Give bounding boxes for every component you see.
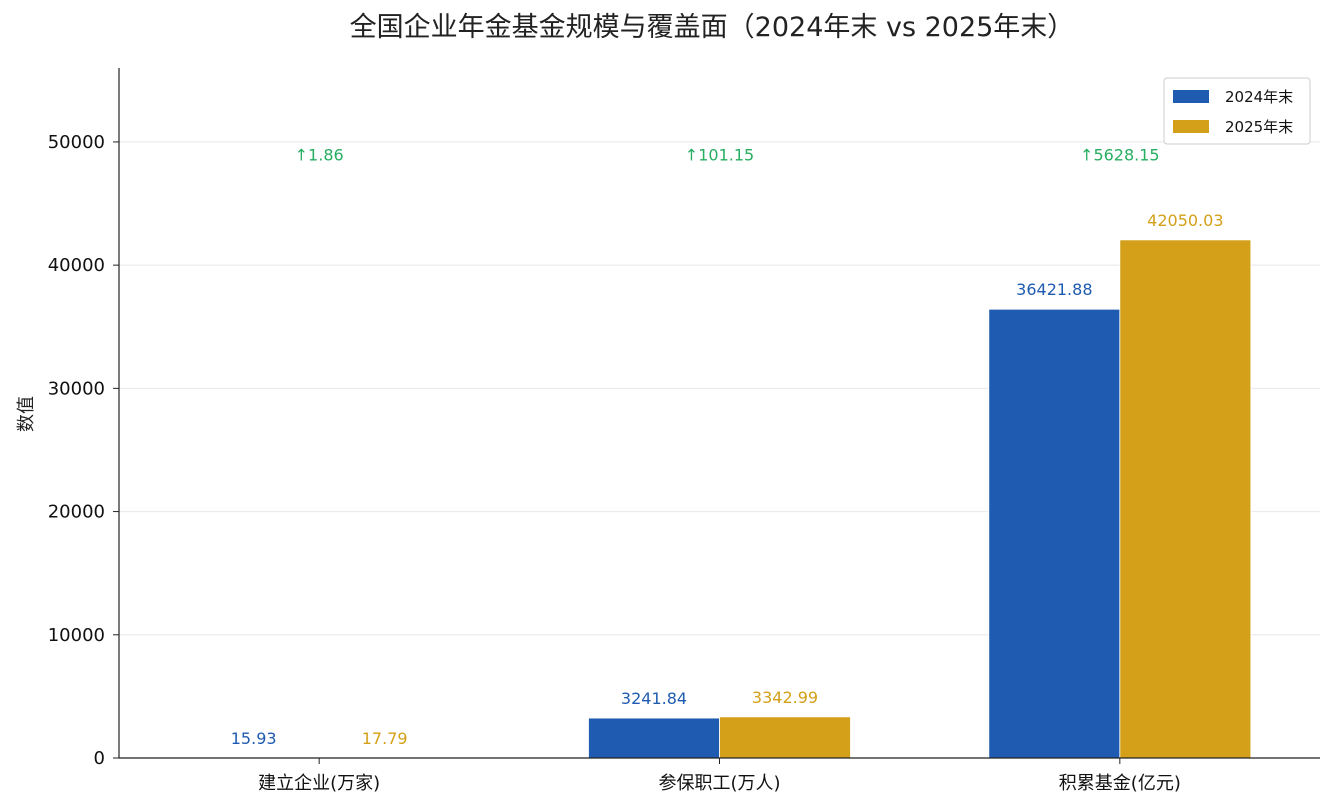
x-tick-label: 建立企业(万家)	[258, 773, 380, 794]
bar	[988, 308, 1121, 759]
bar-value-label: 36421.88	[1016, 280, 1092, 299]
legend-label: 2025年末	[1225, 118, 1293, 136]
bar	[1119, 239, 1252, 759]
bars	[187, 239, 1252, 759]
legend: 2024年末 2025年末	[1163, 77, 1311, 145]
increase-label: ↑5628.15	[1080, 145, 1160, 164]
data-labels: 15.93 17.79 ↑1.86 3241.84 3342.99 ↑101.15 3642…	[231, 145, 1224, 748]
y-tick-label: 20000	[48, 502, 105, 523]
legend-swatch	[1173, 120, 1209, 133]
y-tick-label: 0	[94, 748, 105, 769]
bar-value-label: 3342.99	[752, 688, 818, 707]
x-tick-label: 参保职工(万人)	[658, 773, 780, 794]
legend-label: 2024年末	[1225, 88, 1293, 106]
y-axis-label: 数值	[16, 396, 37, 432]
legend-swatch	[1173, 90, 1209, 103]
y-tick-label: 40000	[48, 255, 105, 276]
axes: 0 10000 20000 30000 40000 50000 建立企业(万家) 参保职工(万…	[48, 68, 1320, 794]
bar	[588, 717, 720, 759]
y-tick-label: 10000	[48, 625, 105, 646]
chart-title: 全国企业年金基金规模与覆盖面（2024年末 vs 2025年末）	[350, 12, 1075, 43]
bar-value-label: 42050.03	[1147, 211, 1223, 230]
increase-label: ↑101.15	[685, 145, 754, 164]
bar-value-label: 3241.84	[621, 689, 687, 708]
increase-label: ↑1.86	[295, 145, 344, 164]
bar	[719, 716, 851, 759]
bar-value-label: 15.93	[231, 729, 277, 748]
x-tick-label: 积累基金(亿元)	[1059, 773, 1181, 794]
y-tick-label: 30000	[48, 378, 105, 399]
bar-value-label: 17.79	[362, 729, 408, 748]
y-tick-label: 50000	[48, 132, 105, 153]
